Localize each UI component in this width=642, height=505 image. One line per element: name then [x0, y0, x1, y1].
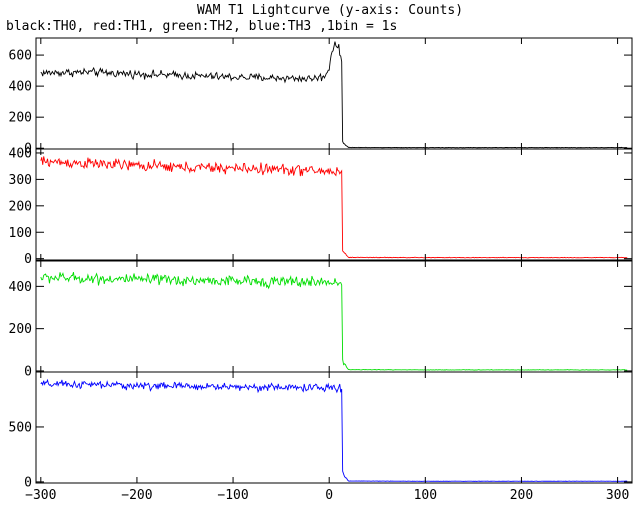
series-line-th0: [40, 41, 628, 149]
x-tick-label: 300: [606, 488, 629, 503]
y-tick-label: 400: [9, 80, 32, 95]
x-tick-label: −200: [121, 488, 152, 503]
y-tick-label: 0: [24, 142, 32, 157]
series-line-th2: [40, 272, 628, 371]
panel-frame: [35, 371, 633, 484]
y-tick-label: 400: [9, 146, 32, 161]
series-line-th3: [40, 378, 628, 482]
x-tick-label: −100: [217, 488, 248, 503]
y-tick-label: 200: [9, 199, 32, 214]
panel-th1: 0 100 200 300 400: [9, 146, 633, 267]
x-axis: −300 −200 −100 0 100 200 300: [25, 488, 629, 503]
panel-frame: [35, 37, 633, 150]
panel-frame: [35, 260, 633, 373]
x-tick-label: 100: [414, 488, 437, 503]
chart-subtitle: black:TH0, red:TH1, green:TH2, blue:TH3 …: [6, 19, 397, 34]
y-tick-label: 0: [24, 475, 32, 490]
panel-th3: 0 500: [9, 371, 633, 490]
y-tick-label: 400: [9, 280, 32, 295]
y-tick-label: 600: [9, 49, 32, 64]
y-tick-label: 500: [9, 420, 32, 435]
y-tick-label: 300: [9, 173, 32, 188]
y-tick-label: 200: [9, 322, 32, 337]
y-tick-label: 200: [9, 111, 32, 126]
x-tick-label: 200: [510, 488, 533, 503]
x-tick-label: −300: [25, 488, 56, 503]
series-line-th1: [40, 156, 628, 259]
chart-title: WAM T1 Lightcurve (y-axis: Counts): [197, 3, 463, 18]
x-tick-label: 0: [325, 488, 333, 503]
panel-th2: 0 200 400: [9, 260, 633, 379]
panel-th0: 0 200 400 600: [9, 37, 633, 157]
y-tick-label: 100: [9, 226, 32, 241]
y-tick-label: 0: [24, 364, 32, 379]
y-tick-label: 0: [24, 252, 32, 267]
panel-frame: [35, 148, 633, 261]
